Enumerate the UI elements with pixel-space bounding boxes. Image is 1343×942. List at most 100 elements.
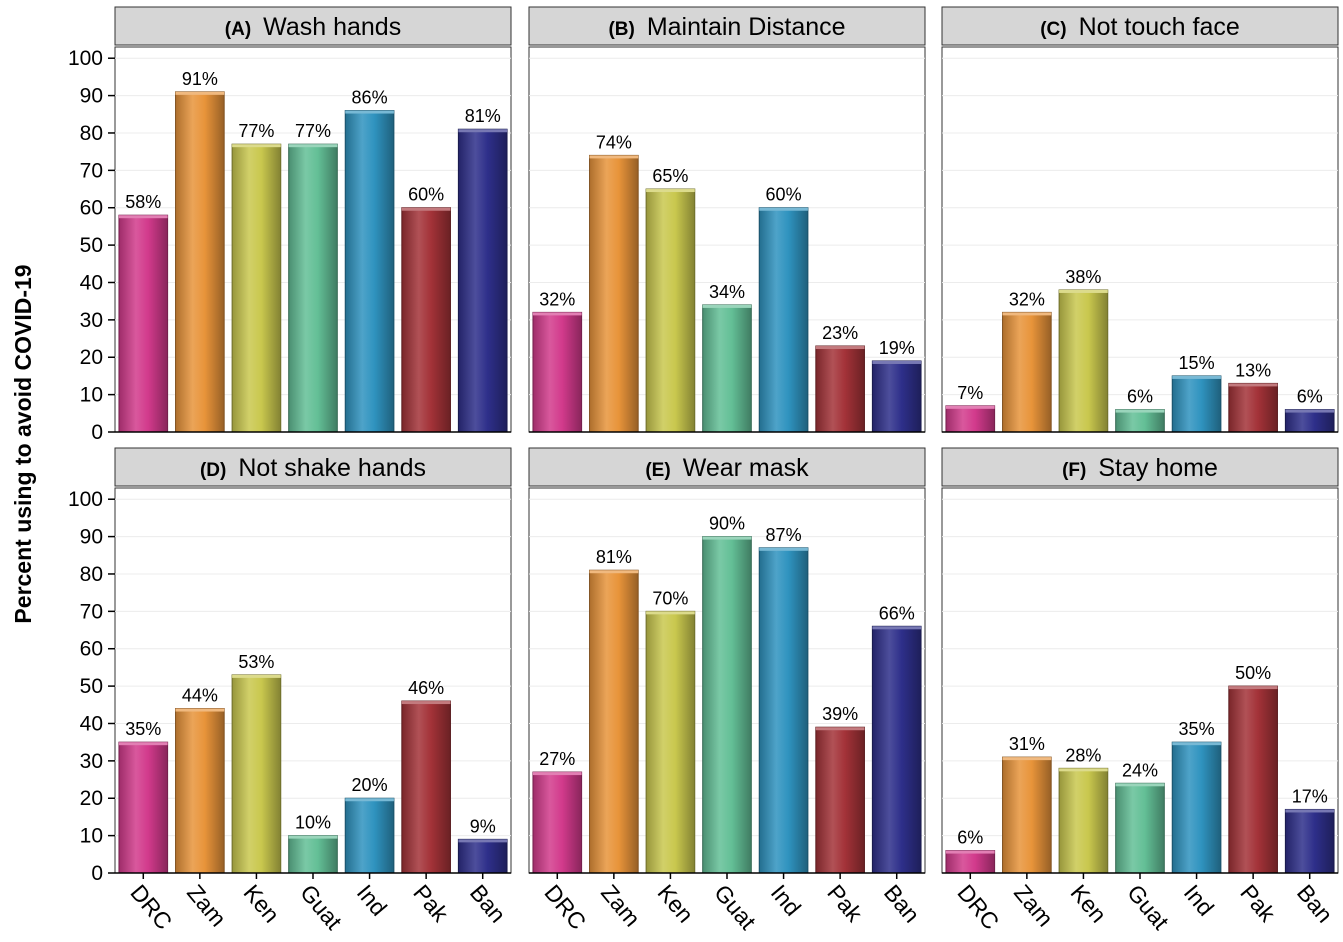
y-tick-label: 80 — [80, 122, 103, 145]
x-tick-label: Zam — [596, 880, 645, 932]
bar-cap — [815, 727, 865, 731]
panel-not-touch-face: (C) Not touch face 7% 32% 38% 6% 15% 13% 6% — [941, 6, 1339, 433]
value-label: 70% — [652, 588, 688, 608]
value-label: 50% — [1235, 663, 1271, 683]
bar-ind — [344, 797, 395, 874]
x-tick-label: DRC — [539, 880, 591, 935]
x-tick-label: Guat — [709, 880, 761, 935]
x-tick-label: Guat — [1122, 880, 1174, 935]
value-label: 28% — [1065, 745, 1101, 765]
bar-cap — [945, 405, 995, 409]
bar-cap — [175, 708, 225, 712]
bar-drc — [532, 311, 583, 433]
panel-strip — [528, 6, 926, 46]
bar-cap — [1285, 809, 1335, 813]
y-tick-label: 90 — [80, 85, 103, 108]
bar-ban — [871, 360, 922, 433]
bar-ken — [231, 674, 282, 874]
bar-cap — [702, 304, 752, 308]
bar-cap — [232, 144, 281, 148]
value-label: 17% — [1292, 786, 1328, 806]
panel-title: (F) Stay home — [1062, 454, 1218, 482]
bar-cap — [872, 360, 922, 364]
value-label: 81% — [465, 106, 501, 126]
bar-ban — [457, 128, 508, 433]
bar-ken — [645, 188, 696, 433]
bar-cap — [815, 346, 865, 350]
x-tick-label: Ind — [352, 880, 392, 921]
value-label: 24% — [1122, 760, 1158, 780]
y-tick-label: 30 — [80, 750, 103, 773]
bar-cap — [759, 207, 808, 211]
bar-zam — [589, 154, 639, 433]
bar-cap — [458, 129, 508, 133]
panel-strip — [941, 447, 1339, 487]
y-tick-label: 40 — [80, 712, 103, 735]
bar-cap — [1002, 757, 1052, 761]
panel-title: (B) Maintain Distance — [608, 13, 845, 41]
x-tick-label: DRC — [952, 880, 1004, 935]
panel-title: (A) Wash hands — [225, 13, 401, 41]
value-label: 81% — [596, 547, 632, 567]
bar-cap — [232, 674, 281, 678]
bar-ind — [1171, 741, 1222, 874]
bar-zam — [175, 708, 225, 874]
bar-pak — [401, 207, 451, 433]
bar-ban — [871, 625, 922, 874]
bar-cap — [288, 144, 338, 148]
x-tick-label: Guat — [295, 880, 347, 935]
value-label: 87% — [766, 525, 802, 545]
bar-ken — [231, 143, 282, 433]
bar-cap — [1115, 783, 1165, 787]
value-label: 27% — [539, 749, 575, 769]
bar-pak — [815, 345, 865, 433]
bar-ken — [1058, 289, 1109, 433]
x-tick-label: Ban — [1292, 880, 1338, 928]
value-label: 60% — [408, 185, 444, 205]
value-label: 77% — [295, 121, 331, 141]
bar-zam — [589, 569, 639, 874]
bar-ind — [758, 207, 809, 433]
y-tick-label: 40 — [80, 271, 103, 294]
bar-drc — [532, 771, 583, 874]
value-label: 15% — [1179, 353, 1215, 373]
x-tick-label: Ind — [766, 880, 806, 921]
bar-pak — [1228, 382, 1278, 433]
bar-zam — [175, 91, 225, 433]
bar-pak — [401, 700, 451, 874]
x-tick-label: Ken — [239, 880, 285, 928]
value-label: 74% — [596, 132, 632, 152]
bar-cap — [532, 312, 582, 316]
value-label: 58% — [125, 192, 161, 212]
bar-cap — [458, 839, 508, 843]
value-label: 86% — [352, 88, 388, 108]
bar-cap — [118, 742, 168, 746]
bar-zam — [1002, 756, 1052, 874]
x-tick-label: Zam — [1009, 880, 1058, 932]
y-tick-label: 10 — [80, 825, 103, 848]
value-label: 32% — [1009, 289, 1045, 309]
bar-ban — [1284, 409, 1335, 433]
value-label: 91% — [182, 69, 218, 89]
value-label: 10% — [295, 813, 331, 833]
bar-cap — [872, 626, 922, 630]
value-label: 53% — [238, 652, 274, 672]
x-tick-label: Ban — [879, 880, 925, 928]
y-tick-label: 80 — [80, 563, 103, 586]
bar-drc — [118, 214, 169, 433]
bar-cap — [118, 215, 168, 219]
bar-cap — [1115, 409, 1165, 413]
y-tick-label: 0 — [91, 862, 103, 885]
y-axis-title: Percent using to avoid COVID-19 — [10, 264, 36, 623]
value-label: 65% — [652, 166, 688, 186]
bar-ind — [1171, 375, 1222, 433]
panel-wash-hands: (A) Wash hands 0 10 20 30 40 50 60 70 80 90 100 58% 91… — [68, 6, 512, 444]
x-tick-label: Ken — [1066, 880, 1112, 928]
bar-cap — [1228, 686, 1278, 690]
panel-maintain-distance: (B) Maintain Distance 32% 74% 65% 34% 60% 23% 19… — [528, 6, 926, 433]
y-tick-label: 60 — [80, 638, 103, 661]
bar-pak — [815, 726, 865, 874]
y-tick-label: 50 — [80, 675, 103, 698]
bar-drc — [118, 741, 169, 874]
